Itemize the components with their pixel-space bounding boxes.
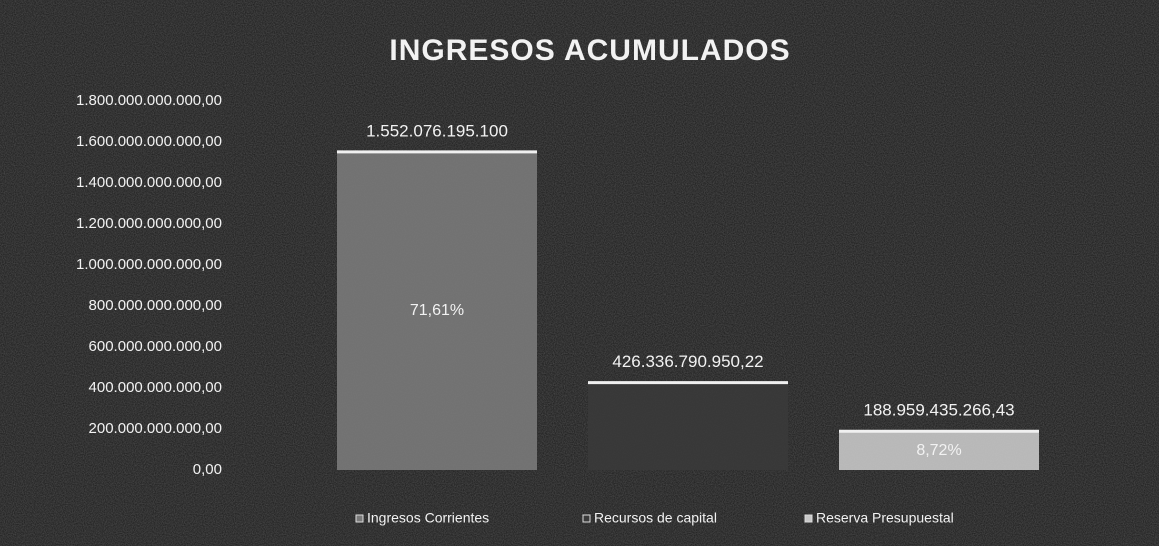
y-tick-label: 800.000.000.000,00 — [89, 297, 222, 314]
y-tick-label: 1.800.000.000.000,00 — [76, 92, 222, 109]
share-label: 8,72% — [916, 442, 961, 459]
legend-swatch — [355, 514, 364, 523]
legend-label: Ingresos Corrientes — [367, 510, 489, 526]
legend-swatch — [804, 514, 813, 523]
y-tick-label: 1.600.000.000.000,00 — [76, 133, 222, 150]
y-tick-label: 1.400.000.000.000,00 — [76, 174, 222, 191]
bar — [839, 431, 1039, 470]
legend-label: Reserva Presupuestal — [816, 510, 954, 526]
data-label: 188.959.435.266,43 — [863, 401, 1014, 420]
bar — [588, 382, 788, 470]
data-label: 426.336.790.950,22 — [612, 352, 763, 371]
legend-swatch — [582, 514, 591, 523]
y-tick-label: 0,00 — [193, 461, 222, 478]
legend-label: Recursos de capital — [594, 510, 717, 526]
share-label: 71,61% — [410, 302, 464, 319]
data-label: 1.552.076.195.100 — [366, 121, 508, 140]
chart-title: INGRESOS ACUMULADOS — [389, 34, 790, 67]
y-tick-label: 600.000.000.000,00 — [89, 338, 222, 355]
y-tick-label: 1.200.000.000.000,00 — [76, 215, 222, 232]
y-tick-label: 1.000.000.000.000,00 — [76, 256, 222, 273]
y-tick-label: 200.000.000.000,00 — [89, 420, 222, 437]
y-tick-label: 400.000.000.000,00 — [89, 379, 222, 396]
bar — [337, 151, 537, 470]
